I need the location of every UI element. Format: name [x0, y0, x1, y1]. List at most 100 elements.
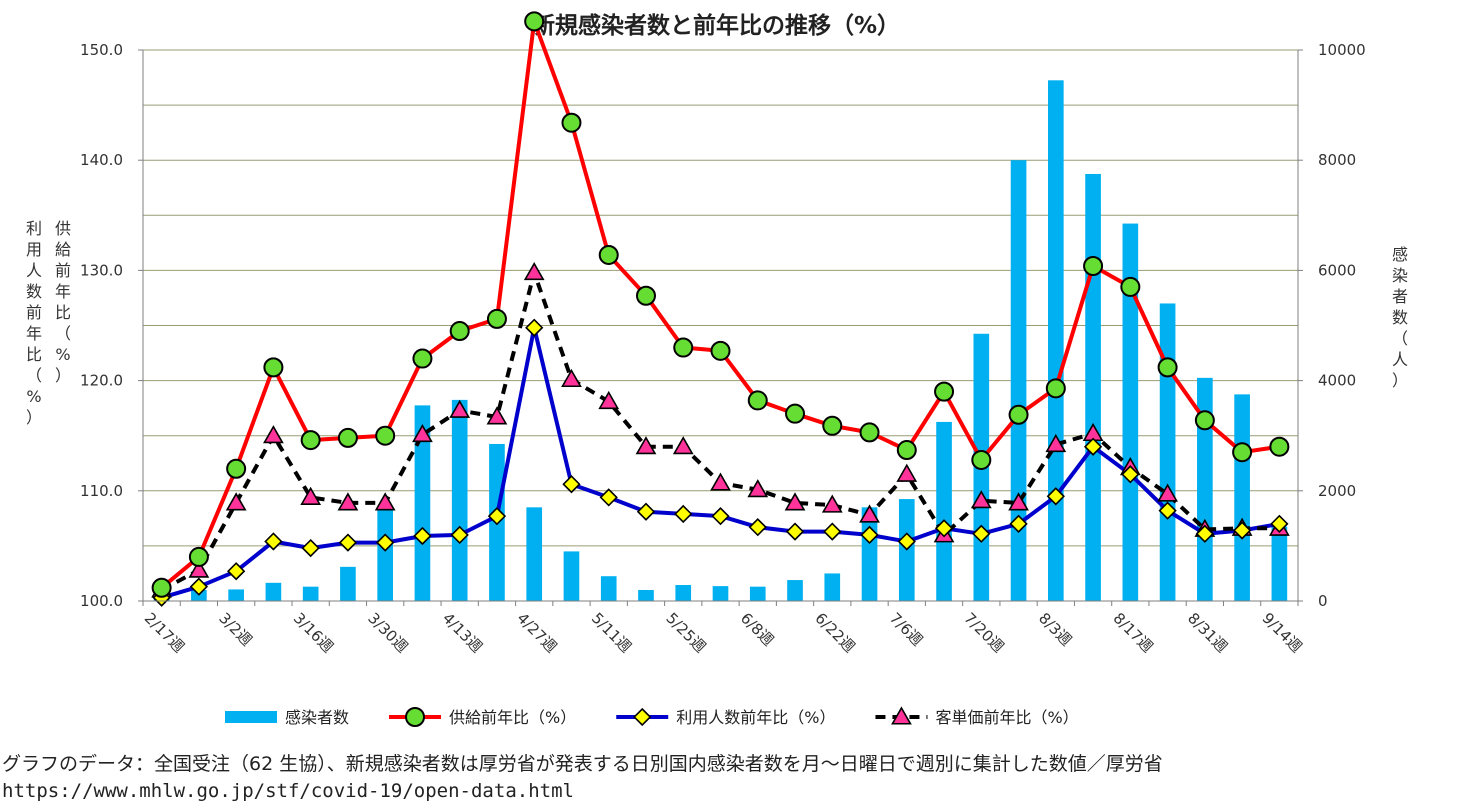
right-tick-label: 8000 [1318, 151, 1356, 169]
marker-diamond [785, 522, 805, 541]
bar-infections [1159, 303, 1176, 601]
marker-triangle [523, 261, 545, 281]
x-tick-label: 3/30週 [364, 609, 411, 656]
bar-infections [377, 507, 394, 601]
left-axis-label-supply: 供給前年比（%） [55, 219, 71, 385]
bar-infections [302, 586, 319, 601]
bar-infections [1234, 394, 1250, 601]
legend-swatch-bar [225, 711, 277, 723]
marker-diamond [413, 526, 432, 546]
x-tick-label: 6/22週 [811, 609, 858, 656]
marker-triangle [337, 492, 359, 511]
marker-circle [300, 430, 321, 451]
marker-circle [151, 577, 172, 598]
marker-circle [934, 381, 955, 402]
x-tick-label: 4/13週 [439, 609, 486, 656]
marker-circle [486, 308, 507, 329]
x-tick-label: 3/16週 [290, 609, 337, 656]
marker-circle [1194, 410, 1215, 431]
chart-title: 新規感染者数と前年比の推移（%） [532, 12, 900, 39]
bar-infections [749, 586, 766, 601]
marker-circle [710, 340, 731, 361]
marker-triangle [672, 436, 694, 455]
x-tick-label: 2/17週 [141, 609, 188, 656]
legend-marker-circle [405, 707, 426, 727]
marker-triangle [710, 472, 731, 491]
marker-triangle [747, 479, 769, 498]
x-tick-label: 6/8週 [737, 609, 777, 649]
x-tick-label: 8/17週 [1110, 609, 1157, 656]
x-tick-label: 5/11週 [588, 609, 635, 656]
axes [142, 50, 1299, 602]
marker-diamond [599, 488, 618, 507]
marker-diamond [1009, 514, 1028, 533]
marker-triangle [449, 399, 471, 418]
bar-infections [824, 573, 841, 601]
marker-triangle [225, 492, 247, 511]
legend-label: 客単価前年比（%） [935, 708, 1078, 727]
x-tick-label: 3/2週 [215, 609, 255, 649]
marker-triangle [561, 368, 582, 388]
marker-diamond [301, 538, 320, 558]
marker-circle [263, 357, 284, 378]
left-tick-label: 130.0 [80, 261, 123, 279]
bar-infections [526, 507, 543, 601]
marker-circle [1120, 276, 1141, 297]
bar-infections [712, 586, 729, 601]
marker-circle [337, 427, 358, 448]
marker-diamond [1232, 521, 1252, 540]
marker-circle [635, 285, 656, 306]
marker-circle [375, 425, 396, 446]
marker-triangle [300, 486, 322, 505]
marker-circle [1232, 442, 1253, 463]
marker-triangle [412, 423, 433, 443]
marker-circle [673, 337, 694, 358]
marker-triangle [896, 463, 918, 482]
marker-diamond [934, 519, 954, 538]
marker-diamond [1270, 514, 1289, 533]
bar-infections [1047, 80, 1064, 602]
legend: 感染者数 供給前年比（%） 利用人数前年比（%） 客単価前年比（%） [225, 706, 1079, 727]
marker-circle [785, 403, 806, 424]
chart: 新規感染者数と前年比の推移（%） 100.0 110.0 120.0 130.0 140… [26, 11, 1408, 727]
marker-diamond [1195, 524, 1214, 543]
bar-infections [1085, 173, 1101, 601]
source-note: グラフのデータ：全国受注（62 生協）、新規感染者数は厚労省が発表する日別国内感… [2, 753, 1163, 775]
x-tick-label: 7/20週 [960, 609, 1007, 656]
legend-label: 利用人数前年比（%） [676, 708, 835, 727]
right-axis-ticks: 0 2000 4000 6000 8000 10000 [1298, 41, 1366, 610]
marker-circle [822, 415, 843, 436]
marker-triangle [598, 390, 620, 410]
marker-circle [859, 422, 880, 443]
bar-infections [600, 576, 617, 601]
marker-diamond [711, 507, 730, 526]
marker-circle [1157, 357, 1178, 378]
marker-diamond [525, 318, 544, 337]
marker-triangle [1157, 483, 1178, 502]
marker-diamond [562, 475, 581, 494]
marker-triangle [486, 406, 508, 425]
marker-diamond [450, 525, 469, 545]
bar-infections [340, 566, 356, 601]
marker-triangle [1045, 433, 1067, 453]
source-url[interactable]: https://www.mhlw.go.jp/stf/covid-19/open… [2, 780, 574, 802]
bar-infections [228, 589, 244, 601]
marker-triangle [188, 559, 210, 578]
marker-diamond [636, 502, 656, 521]
bar-infections [675, 585, 692, 601]
bar-infections [1122, 223, 1139, 601]
bar-infections [451, 399, 468, 601]
right-axis-label: 感染者数（人） [1392, 245, 1408, 390]
marker-diamond [227, 562, 246, 581]
right-tick-label: 6000 [1318, 261, 1356, 279]
x-tick-label: 7/6週 [886, 609, 926, 649]
left-tick-label: 110.0 [80, 482, 123, 500]
bar-infections [1010, 160, 1027, 601]
marker-triangle [1008, 492, 1029, 511]
bar-infections [265, 582, 282, 601]
legend-label: 感染者数 [285, 708, 349, 727]
legend-marker-diamond [633, 707, 652, 727]
marker-circle [747, 390, 768, 411]
marker-diamond [338, 533, 358, 552]
right-tick-label: 2000 [1318, 482, 1356, 500]
